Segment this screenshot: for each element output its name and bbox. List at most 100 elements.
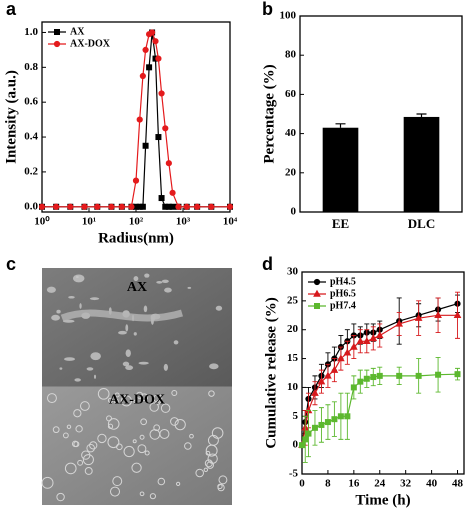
marker — [324, 419, 331, 426]
particle — [56, 309, 61, 314]
y-tick-label: 20 — [285, 166, 297, 178]
marker — [324, 371, 332, 379]
pore — [153, 393, 163, 403]
y-axis-label: Percentage (%) — [261, 64, 277, 163]
y-tick-label: 100 — [280, 10, 297, 22]
particle — [138, 361, 149, 365]
pore — [206, 461, 214, 469]
marker — [331, 416, 338, 423]
pore — [81, 450, 91, 460]
marker — [395, 319, 404, 327]
panel-label: b — [262, 0, 273, 19]
marker — [376, 372, 383, 379]
y-tick-label: 80 — [285, 49, 297, 61]
legend-label: pH7.4 — [330, 300, 356, 311]
pore — [149, 493, 156, 500]
y-tick-label: 0.4 — [24, 131, 38, 143]
legend-label: pH4.5 — [330, 276, 356, 287]
legend-marker — [313, 278, 321, 286]
particle — [133, 276, 139, 282]
marker — [299, 442, 305, 449]
sem-image-ax — [42, 268, 232, 387]
marker — [136, 116, 143, 123]
particle — [144, 273, 150, 278]
marker — [38, 203, 46, 210]
marker — [155, 134, 162, 141]
y-tick-label: 25 — [287, 294, 299, 306]
legend-label: AX — [70, 26, 85, 37]
particle — [79, 303, 82, 309]
bar — [322, 127, 359, 212]
y-tick-label: 1.0 — [24, 26, 38, 38]
legend-marker — [313, 289, 321, 297]
marker — [208, 203, 215, 210]
marker — [142, 142, 149, 149]
pore — [73, 409, 82, 418]
y-tick-label: 30 — [287, 266, 299, 278]
marker — [396, 372, 403, 379]
particle — [89, 297, 100, 301]
marker — [356, 337, 365, 344]
y-tick-label: 15 — [287, 352, 299, 364]
marker — [108, 203, 115, 210]
pore — [89, 441, 98, 450]
error-bar — [335, 123, 346, 128]
pore — [97, 433, 107, 444]
pore — [41, 476, 54, 489]
pore — [176, 481, 181, 486]
x-tick-label: 16 — [348, 478, 360, 490]
particle — [125, 365, 134, 371]
legend-marker — [314, 303, 320, 309]
particle — [209, 363, 219, 370]
image-label: AX-DOX — [109, 393, 165, 408]
marker — [435, 371, 442, 378]
pore — [184, 442, 192, 450]
pore — [207, 453, 218, 464]
panel-label: d — [262, 254, 273, 274]
x-tick-label: 48 — [452, 478, 464, 490]
legend-marker — [54, 29, 60, 35]
pore — [207, 434, 219, 446]
pore — [107, 418, 120, 430]
marker — [415, 372, 422, 379]
marker — [330, 365, 339, 373]
particle — [143, 305, 148, 313]
pore — [123, 445, 135, 458]
marker — [142, 46, 149, 53]
pore — [140, 418, 148, 426]
marker — [317, 377, 326, 385]
particle — [62, 319, 75, 323]
legend-marker — [53, 40, 61, 48]
pore — [139, 434, 145, 440]
pore — [131, 462, 142, 473]
pore — [153, 424, 160, 432]
pore — [133, 399, 138, 404]
marker — [183, 203, 190, 210]
y-tick-label: 0.2 — [24, 165, 38, 177]
particle — [156, 281, 163, 284]
y-tick-label: 0.6 — [24, 96, 38, 108]
x-axis-label: Radius(nm) — [98, 230, 174, 246]
pore — [66, 424, 72, 430]
pore — [97, 388, 110, 400]
y-tick-label: 0 — [293, 439, 299, 451]
marker — [158, 195, 165, 202]
marker — [139, 72, 146, 80]
marker — [362, 337, 371, 344]
y-tick-label: 0.0 — [24, 200, 38, 212]
pore — [75, 425, 83, 433]
marker — [337, 413, 344, 420]
pore — [113, 398, 119, 404]
marker — [357, 378, 364, 385]
pore — [114, 392, 120, 398]
pore — [107, 436, 120, 449]
particle — [122, 361, 130, 367]
marker — [194, 203, 201, 210]
marker — [81, 203, 88, 210]
y-tick-label: 0.8 — [24, 61, 38, 73]
pore — [140, 393, 149, 402]
marker — [148, 29, 156, 36]
particle — [125, 324, 129, 332]
marker — [165, 160, 172, 167]
marker — [162, 125, 169, 132]
